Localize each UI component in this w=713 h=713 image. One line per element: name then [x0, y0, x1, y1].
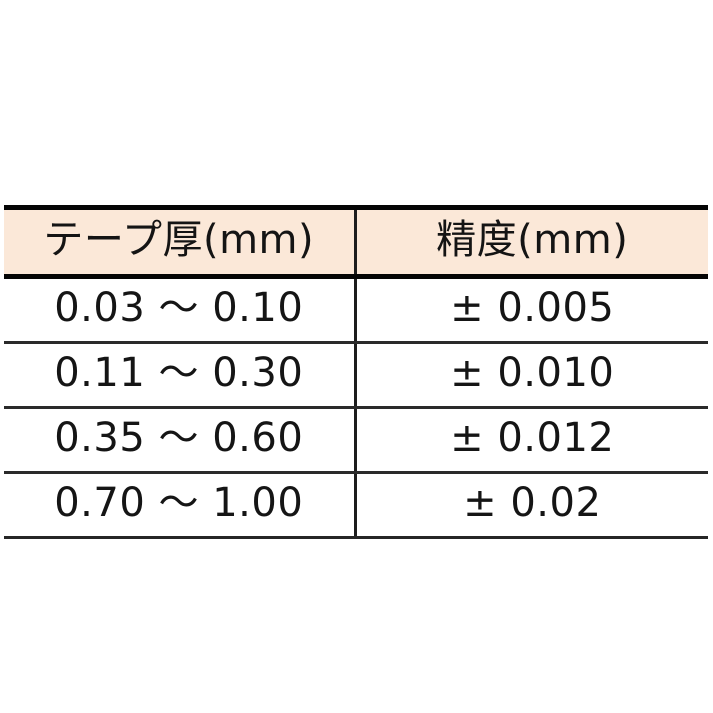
table-header: テープ厚(mm) 精度(mm): [4, 205, 708, 279]
column-header-accuracy: 精度(mm): [355, 205, 708, 279]
spec-table-container: テープ厚(mm) 精度(mm) 0.03 〜 0.10 ± 0.005 0.11…: [4, 205, 708, 539]
table-row: 0.11 〜 0.30 ± 0.010: [4, 342, 708, 409]
column-header-tape-thickness: テープ厚(mm): [4, 205, 357, 279]
tape-thickness-accuracy-table: テープ厚(mm) 精度(mm) 0.03 〜 0.10 ± 0.005 0.11…: [4, 205, 708, 539]
cell-accuracy: ± 0.005: [355, 276, 708, 344]
table-row: 0.70 〜 1.00 ± 0.02: [4, 472, 708, 539]
table-row: 0.03 〜 0.10 ± 0.005: [4, 276, 708, 344]
cell-accuracy: ± 0.012: [355, 407, 708, 474]
table-row: 0.35 〜 0.60 ± 0.012: [4, 407, 708, 474]
cell-tape-thickness: 0.11 〜 0.30: [4, 342, 357, 409]
cell-tape-thickness: 0.03 〜 0.10: [4, 276, 357, 344]
cell-accuracy: ± 0.02: [355, 472, 708, 539]
cell-accuracy: ± 0.010: [355, 342, 708, 409]
table-body: 0.03 〜 0.10 ± 0.005 0.11 〜 0.30 ± 0.010 …: [4, 276, 708, 539]
cell-tape-thickness: 0.70 〜 1.00: [4, 472, 357, 539]
table-header-row: テープ厚(mm) 精度(mm): [4, 205, 708, 279]
cell-tape-thickness: 0.35 〜 0.60: [4, 407, 357, 474]
